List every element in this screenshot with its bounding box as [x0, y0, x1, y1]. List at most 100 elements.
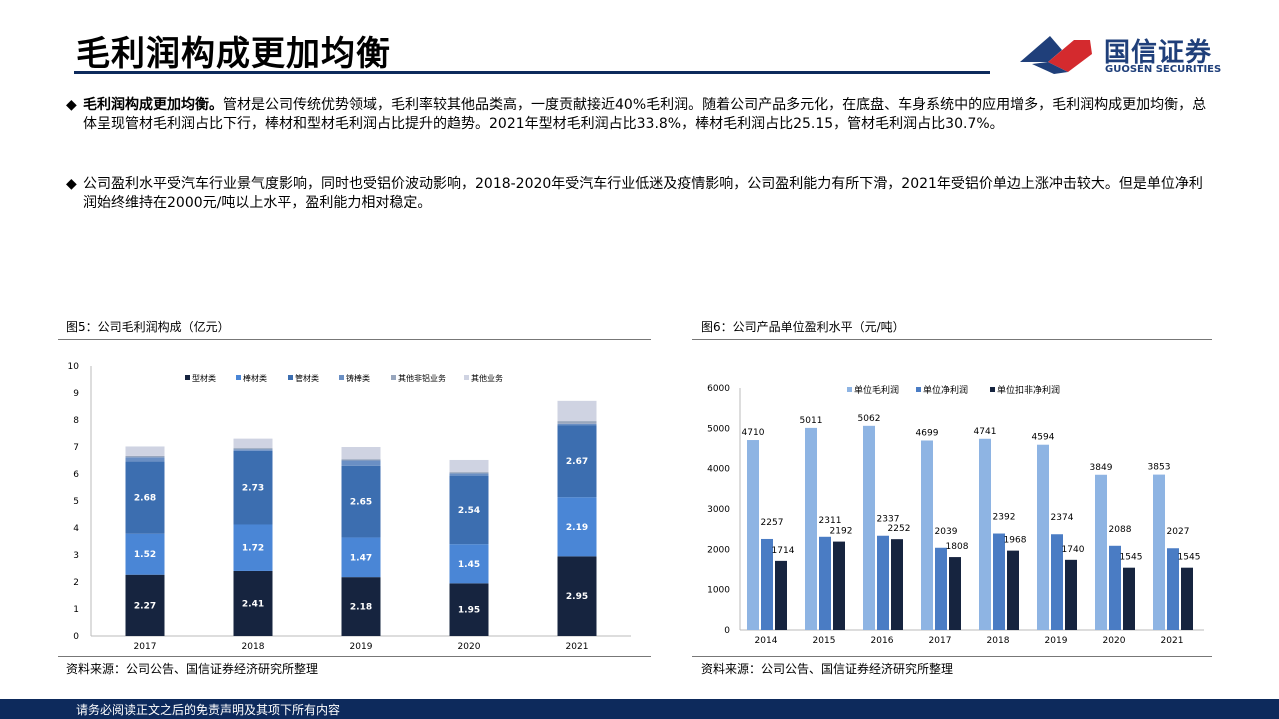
x-tick-label: 2017 [929, 636, 952, 646]
legend-swatch [288, 375, 293, 380]
figure-6-title: 图6：公司产品单位盈利水平（元/吨） [701, 320, 905, 334]
bar [979, 438, 991, 630]
x-tick-label: 2018 [987, 636, 1010, 646]
bar-segment [233, 448, 273, 450]
y-tick-label: 5 [73, 497, 79, 507]
bar-segment [341, 447, 381, 460]
y-tick-label: 3000 [707, 505, 730, 515]
bar-segment [125, 457, 165, 462]
bar-segment [557, 400, 597, 422]
data-label: 1808 [946, 542, 969, 552]
data-label: 2039 [935, 527, 958, 537]
legend-label: 棒材类 [243, 373, 267, 383]
data-label: 2337 [877, 515, 900, 525]
bar [877, 535, 889, 630]
data-label: 1.72 [242, 544, 264, 554]
figure-5-rule [58, 339, 651, 340]
x-tick-label: 2018 [242, 642, 265, 652]
data-label: 2252 [888, 524, 911, 534]
bar-segment [449, 472, 489, 474]
logo-en-text: GUOSEN SECURITIES [1105, 64, 1222, 75]
x-tick-label: 2014 [755, 636, 778, 646]
bar-segment [449, 544, 489, 584]
bar-segment [341, 459, 381, 461]
data-label: 1.95 [458, 606, 480, 616]
data-label: 5062 [858, 414, 881, 424]
data-label: 2.41 [242, 599, 264, 609]
legend-label: 型材类 [192, 373, 216, 383]
x-tick-label: 2020 [458, 642, 481, 652]
data-label: 1545 [1120, 553, 1143, 563]
bar [949, 557, 961, 630]
data-label: 4699 [916, 428, 939, 438]
bar [1065, 559, 1077, 630]
data-label: 2.27 [134, 601, 156, 611]
y-tick-label: 2 [73, 578, 79, 588]
data-label: 2.73 [242, 484, 264, 494]
legend-label: 其他业务 [471, 373, 503, 383]
bar [1167, 548, 1179, 630]
bar [1095, 474, 1107, 630]
bar-segment [449, 475, 489, 545]
bar-segment [341, 577, 381, 636]
legend-swatch [916, 387, 921, 392]
data-label: 1.47 [350, 553, 372, 563]
data-label: 3853 [1148, 463, 1171, 473]
bar-segment [557, 425, 597, 498]
bar [747, 440, 759, 630]
footer-bar: 请务必阅读正文之后的免责声明及其项下所有内容 [0, 699, 1279, 719]
legend-swatch [990, 387, 995, 392]
x-tick-label: 2015 [813, 636, 836, 646]
x-tick-label: 2021 [566, 642, 589, 652]
legend-label: 单位毛利润 [854, 384, 899, 396]
bar-segment [233, 450, 273, 525]
bar [921, 440, 933, 630]
y-tick-label: 9 [73, 389, 79, 399]
legend-label: 管材类 [295, 373, 319, 383]
legend-label: 单位净利润 [923, 384, 968, 396]
gross-profit-stacked-chart: 0 1 2 3 4 5 6 7 8 9 10 2017 2.27 1.52 2.68 2018 2.41 1.72… [68, 362, 631, 652]
bar [863, 425, 875, 630]
footer-disclaimer: 请务必阅读正文之后的免责声明及其项下所有内容 [76, 703, 341, 717]
data-label: 2027 [1167, 527, 1190, 537]
x-tick-label: 2016 [871, 636, 894, 646]
bar-segment [125, 446, 165, 456]
data-label: 2.65 [350, 498, 372, 508]
data-label: 2.54 [458, 506, 480, 516]
data-label: 2.19 [566, 523, 588, 533]
bar-segment [125, 455, 165, 458]
bar-segment [341, 460, 381, 466]
bar [819, 536, 831, 630]
bullet-paragraph-1: ◆ 毛利润构成更加均衡。管材是公司传统优势领域，毛利率较其他品类高，一度贡献接近… [66, 96, 1216, 134]
bar [1051, 534, 1063, 630]
figure-6-source: 资料来源：公司公告、国信证券经济研究所整理 [701, 662, 954, 676]
bullet-lead: 毛利润构成更加均衡。 [83, 97, 223, 113]
data-label: 2392 [993, 513, 1016, 523]
figure-6-rule [692, 339, 1212, 340]
data-label: 1968 [1004, 536, 1027, 546]
bar-segment [449, 473, 489, 476]
legend-swatch [185, 375, 190, 380]
bar [833, 541, 845, 630]
bar-segment [233, 449, 273, 451]
bar [1037, 444, 1049, 630]
legend-label: 其他非铝业务 [398, 373, 446, 383]
legend-label: 铸棒类 [346, 373, 370, 383]
legend-swatch [464, 375, 469, 380]
x-tick-label: 2021 [1161, 636, 1184, 646]
data-label: 2192 [830, 527, 853, 537]
bullet-marker: ◆ [66, 97, 77, 113]
figure-6-bottom-rule [692, 656, 1212, 657]
guosen-logo-icon [1020, 36, 1092, 74]
bar-segment [557, 497, 597, 557]
y-tick-label: 4 [73, 524, 79, 534]
legend-swatch [847, 387, 852, 392]
y-tick-label: 1 [73, 605, 79, 615]
data-label: 5011 [800, 416, 823, 426]
data-label: 2.67 [566, 457, 588, 467]
y-tick-label: 0 [73, 632, 79, 642]
legend-swatch [236, 375, 241, 380]
y-tick-label: 2000 [707, 545, 730, 555]
x-tick-label: 2017 [134, 642, 157, 652]
bullet-text: 管材是公司传统优势领域，毛利率较其他品类高，一度贡献接近40%毛利润。随着公司产… [83, 97, 1207, 132]
